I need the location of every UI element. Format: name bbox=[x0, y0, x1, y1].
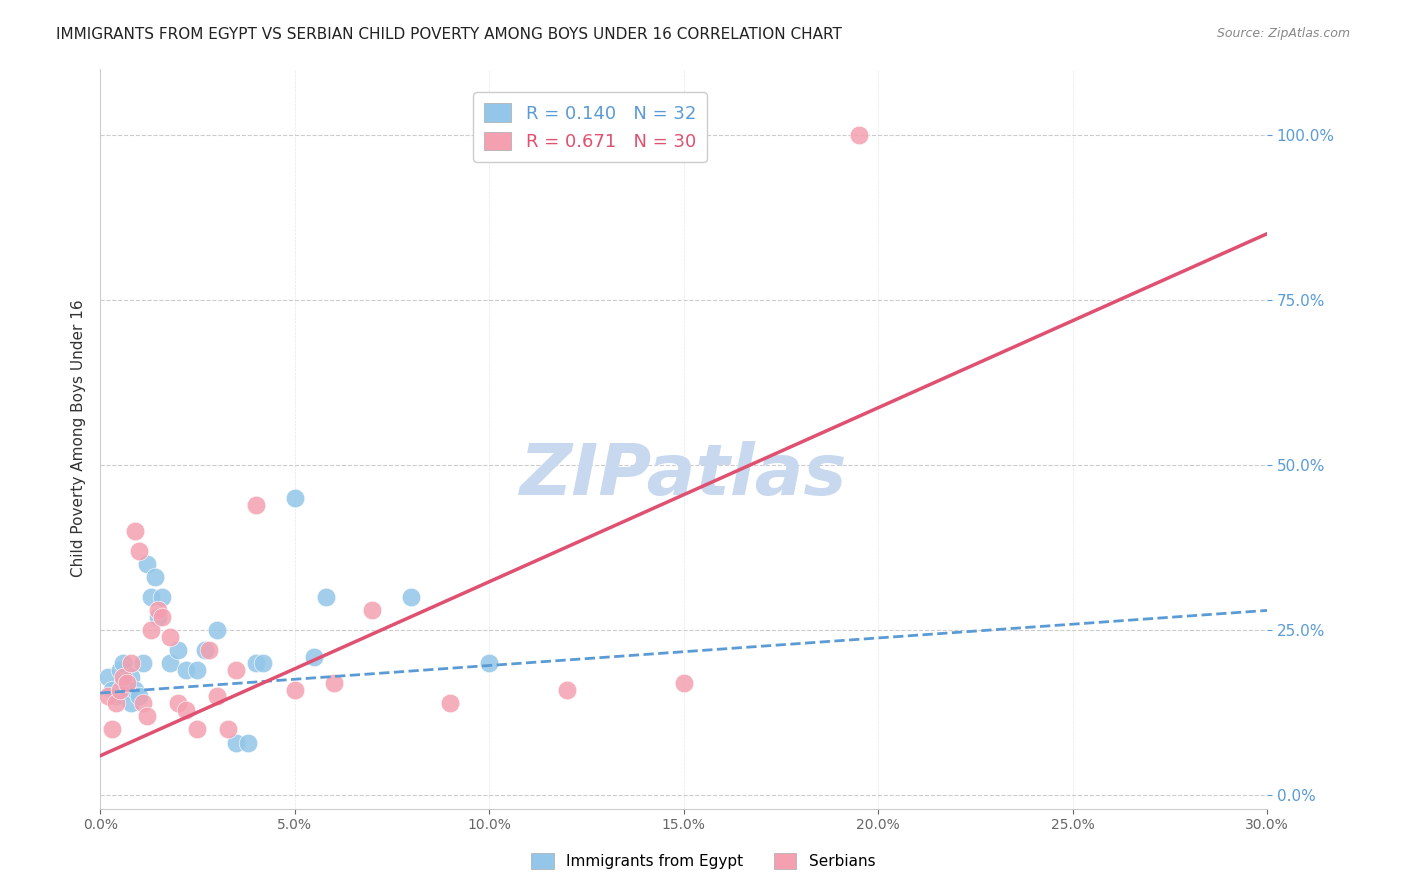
Point bbox=[150, 610, 173, 624]
Point bbox=[174, 702, 197, 716]
Point bbox=[101, 723, 124, 737]
Point bbox=[148, 610, 170, 624]
Text: Source: ZipAtlas.com: Source: ZipAtlas.com bbox=[1216, 27, 1350, 40]
Point bbox=[555, 682, 578, 697]
Point bbox=[205, 690, 228, 704]
Legend: R = 0.140   N = 32, R = 0.671   N = 30: R = 0.140 N = 32, R = 0.671 N = 30 bbox=[474, 93, 707, 161]
Point bbox=[139, 624, 162, 638]
Point bbox=[97, 669, 120, 683]
Point bbox=[143, 570, 166, 584]
Point bbox=[439, 696, 461, 710]
Point bbox=[225, 736, 247, 750]
Point bbox=[112, 669, 135, 683]
Point bbox=[361, 603, 384, 617]
Point bbox=[104, 696, 127, 710]
Point bbox=[124, 682, 146, 697]
Point bbox=[205, 624, 228, 638]
Point bbox=[284, 682, 307, 697]
Point bbox=[124, 524, 146, 538]
Point bbox=[401, 591, 423, 605]
Point bbox=[132, 657, 155, 671]
Point bbox=[128, 544, 150, 558]
Point bbox=[97, 690, 120, 704]
Point bbox=[167, 643, 190, 657]
Point bbox=[112, 657, 135, 671]
Point bbox=[194, 643, 217, 657]
Point bbox=[108, 682, 131, 697]
Point bbox=[315, 591, 337, 605]
Point bbox=[159, 657, 181, 671]
Point bbox=[186, 663, 208, 677]
Point bbox=[120, 696, 142, 710]
Point bbox=[108, 663, 131, 677]
Legend: Immigrants from Egypt, Serbians: Immigrants from Egypt, Serbians bbox=[524, 847, 882, 875]
Point bbox=[104, 690, 127, 704]
Point bbox=[120, 669, 142, 683]
Point bbox=[225, 663, 247, 677]
Point bbox=[218, 723, 240, 737]
Point bbox=[167, 696, 190, 710]
Point bbox=[117, 682, 139, 697]
Point bbox=[198, 643, 221, 657]
Y-axis label: Child Poverty Among Boys Under 16: Child Poverty Among Boys Under 16 bbox=[72, 300, 86, 577]
Point bbox=[672, 676, 695, 690]
Point bbox=[135, 557, 157, 571]
Point bbox=[139, 591, 162, 605]
Point bbox=[120, 657, 142, 671]
Point bbox=[150, 591, 173, 605]
Point bbox=[117, 676, 139, 690]
Point bbox=[236, 736, 259, 750]
Point bbox=[284, 491, 307, 505]
Point bbox=[135, 709, 157, 723]
Point bbox=[101, 682, 124, 697]
Point bbox=[159, 630, 181, 644]
Point bbox=[245, 657, 267, 671]
Point bbox=[302, 649, 325, 664]
Point bbox=[848, 128, 870, 142]
Point bbox=[322, 676, 344, 690]
Point bbox=[132, 696, 155, 710]
Point bbox=[174, 663, 197, 677]
Point bbox=[252, 657, 274, 671]
Point bbox=[128, 690, 150, 704]
Point bbox=[478, 657, 501, 671]
Point bbox=[112, 676, 135, 690]
Text: IMMIGRANTS FROM EGYPT VS SERBIAN CHILD POVERTY AMONG BOYS UNDER 16 CORRELATION C: IMMIGRANTS FROM EGYPT VS SERBIAN CHILD P… bbox=[56, 27, 842, 42]
Point bbox=[186, 723, 208, 737]
Text: ZIPatlas: ZIPatlas bbox=[520, 442, 848, 510]
Point bbox=[245, 498, 267, 512]
Point bbox=[148, 603, 170, 617]
